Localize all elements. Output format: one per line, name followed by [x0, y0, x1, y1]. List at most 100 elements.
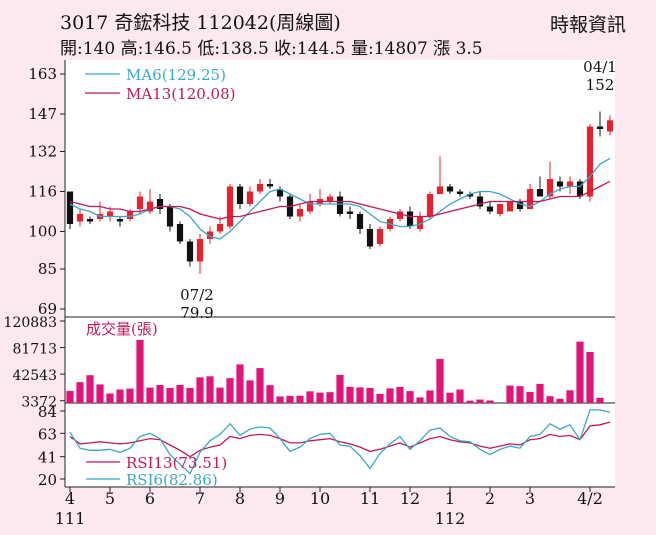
volume-bar: [256, 368, 264, 403]
ma13-line: [69, 180, 611, 220]
candle-body: [66, 191, 74, 224]
candle-body: [506, 201, 514, 212]
rsi13-legend-label: RSI13(73.51): [126, 454, 227, 472]
candle-body: [126, 211, 134, 219]
candle-body: [376, 229, 384, 244]
candle-body: [606, 120, 614, 132]
x-tick-label: 10: [310, 489, 330, 508]
candle-body: [546, 179, 554, 197]
volume-bar: [516, 386, 524, 403]
volume-bar: [116, 389, 124, 403]
ma6-legend-label: MA6(129.25): [126, 66, 226, 84]
x-tick-label: 1: [445, 489, 455, 508]
rsi6-legend-label: RSI6(82.86): [126, 471, 218, 489]
x-tick-label: 8: [235, 489, 245, 508]
source-label: 時報資訊: [549, 14, 626, 36]
candle-body: [516, 201, 524, 209]
chart-title: 3017 奇鋐科技 112042(周線圖): [60, 12, 341, 34]
high-value-label: 152: [586, 76, 615, 94]
volume-bar: [366, 387, 374, 403]
candle-body: [226, 186, 234, 227]
candle-body: [406, 211, 414, 227]
volume-bar: [176, 384, 184, 403]
volume-bar: [566, 390, 574, 403]
volume-bar: [406, 391, 414, 403]
x-tick-label: 4/2: [577, 489, 603, 508]
volume-bar: [506, 385, 514, 403]
candle-body: [296, 209, 304, 217]
volume-bar: [266, 385, 274, 403]
volume-bar: [526, 391, 534, 403]
price-tick-label: 100: [28, 223, 57, 241]
candle-body: [146, 201, 154, 212]
volume-bar: [146, 387, 154, 403]
x-tick-label: 4: [65, 489, 75, 508]
candle-body: [416, 216, 424, 229]
volume-bar: [336, 374, 344, 403]
volume-bar: [316, 392, 324, 403]
high-date-label: 04/1: [583, 58, 617, 76]
candle-body: [356, 214, 364, 229]
volume-bar: [66, 390, 74, 403]
x-tick-label: 3: [525, 489, 535, 508]
volume-bar: [286, 395, 294, 403]
candle-body: [266, 184, 274, 187]
volume-bar: [556, 398, 564, 403]
volume-bar: [466, 400, 474, 403]
price-tick-label: 147: [28, 105, 57, 123]
rsi-tick-label: 63: [38, 425, 57, 443]
volume-bar: [326, 392, 334, 403]
volume-bar: [106, 393, 114, 403]
volume-bar: [446, 392, 454, 403]
candle-body: [236, 186, 244, 204]
candle-body: [476, 196, 484, 207]
candle-body: [326, 196, 334, 202]
volume-label: 成交量(張): [86, 320, 158, 338]
candle-body: [566, 181, 574, 187]
volume-bar: [306, 391, 314, 403]
candle-body: [426, 194, 434, 217]
volume-tick-label: 81713: [12, 342, 57, 358]
candle-body: [556, 181, 564, 187]
candle-body: [486, 206, 494, 212]
plot-area: [65, 60, 615, 487]
volume-bar: [426, 390, 434, 403]
candle-body: [436, 186, 444, 194]
ma13-legend-label: MA13(120.08): [126, 85, 235, 103]
x-year-label: 111: [55, 509, 86, 528]
candle-body: [176, 224, 184, 242]
candle-body: [446, 186, 454, 192]
price-tick-label: 69: [38, 300, 57, 318]
volume-bar: [156, 384, 164, 403]
price-tick-label: 116: [28, 183, 57, 201]
candle-body: [456, 191, 464, 194]
x-tick-label: 12: [400, 489, 420, 508]
volume-bar: [416, 397, 424, 403]
volume-bar: [206, 376, 214, 403]
candle-body: [186, 241, 194, 262]
volume-bar: [96, 384, 104, 403]
candle-body: [196, 239, 204, 262]
volume-bar: [296, 395, 304, 403]
volume-tick-label: 3372: [21, 395, 57, 411]
low-value-label: 79.9: [180, 304, 213, 322]
volume-bar: [536, 383, 544, 403]
candle-body: [536, 189, 544, 197]
candle-body: [526, 189, 534, 209]
volume-bar: [586, 351, 594, 403]
volume-bar: [196, 377, 204, 403]
volume-bar: [136, 339, 144, 403]
candle-body: [396, 211, 404, 219]
low-date-label: 07/2: [180, 286, 214, 304]
x-tick-label: 7: [195, 489, 205, 508]
candle-body: [86, 219, 94, 222]
candle-body: [466, 194, 474, 197]
volume-bar: [456, 389, 464, 403]
volume-tick-label: 120883: [4, 315, 57, 331]
candle-body: [136, 196, 144, 209]
volume-bar: [166, 387, 174, 403]
price-tick-label: 163: [28, 65, 57, 83]
volume-bar: [226, 378, 234, 403]
volume-bar: [126, 388, 134, 403]
